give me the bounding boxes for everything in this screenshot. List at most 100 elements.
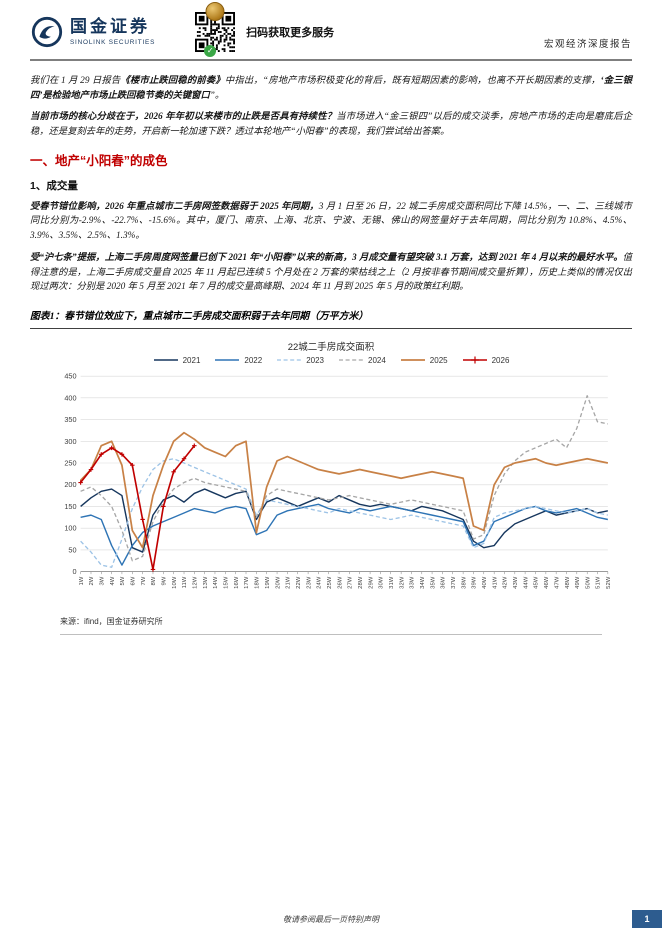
svg-text:52W: 52W [606, 576, 612, 589]
svg-text:7W: 7W [141, 576, 147, 585]
svg-text:16W: 16W [234, 576, 240, 589]
svg-text:38W: 38W [461, 576, 467, 589]
text-segment: 当前市场的核心分歧在于，2026 年年初以来楼市的止跌是否具有持续性？ [30, 112, 337, 123]
svg-text:49W: 49W [575, 576, 581, 589]
svg-text:34W: 34W [420, 576, 426, 589]
svg-text:150: 150 [64, 502, 76, 511]
svg-text:3W: 3W [100, 576, 106, 585]
svg-text:32W: 32W [399, 576, 405, 589]
paragraph: 受“沪七条”提振，上海二手房周度网签量已创下 2021 年“小阳春”以来的新高，… [30, 251, 632, 295]
legend-label: 2021 [182, 355, 201, 365]
svg-text:12W: 12W [193, 576, 199, 589]
figure-caption: 图表1：春节错位效应下，重点城市二手房成交面积弱于去年同期（万平方米） [30, 303, 632, 329]
sinolink-logo-icon [31, 16, 63, 48]
text-segment: ‘金三银四’是检验地产市场止跌回稳节奏的关键窗口 [30, 76, 633, 101]
qr-block: ✓ 扫码获取更多服务 [195, 2, 335, 57]
svg-text:40W: 40W [482, 576, 488, 589]
section-heading: 一、地产“小阳春”的成色 [30, 153, 168, 168]
svg-text:29W: 29W [368, 576, 374, 589]
subsection-heading: 1、成交量 [30, 179, 78, 192]
legend-item-2022: 2022 [214, 356, 262, 365]
svg-text:46W: 46W [544, 576, 550, 589]
page-number-badge: 1 [632, 910, 662, 928]
legend-swatch-2026 [462, 356, 487, 364]
page-header: 国金证券 SINOLINK SECURITIES ✓ 扫码获取更多服务 宏观经济… [30, 0, 632, 61]
svg-text:42W: 42W [503, 576, 509, 589]
svg-text:13W: 13W [203, 576, 209, 589]
svg-text:450: 450 [64, 371, 76, 380]
svg-text:39W: 39W [472, 576, 478, 589]
svg-text:50: 50 [68, 545, 76, 554]
legend-swatch-2021 [153, 359, 178, 362]
legend-item-2023: 2023 [276, 356, 324, 365]
svg-text:5W: 5W [120, 576, 126, 585]
legend-label: 2023 [306, 355, 324, 365]
svg-text:50W: 50W [585, 576, 591, 589]
legend-item-2021: 2021 [153, 355, 201, 365]
svg-text:250: 250 [64, 458, 76, 467]
svg-text:10W: 10W [172, 576, 178, 589]
svg-text:20W: 20W [275, 576, 281, 589]
svg-text:26W: 26W [337, 576, 343, 589]
text-segment: 值得注意的是，上海二手房成交量自 2025 年 11 月起已连续 5 个月处在 … [30, 252, 632, 293]
qr-code: ✓ [195, 2, 236, 57]
svg-text:9W: 9W [162, 576, 168, 585]
legend-item-2026: 2026 [462, 355, 510, 365]
footer-disclaimer: 敬请参阅最后一页特别声明 [283, 915, 379, 924]
svg-text:36W: 36W [441, 576, 447, 589]
text-segment: ”。 [209, 90, 225, 101]
legend-swatch-2024 [339, 359, 363, 362]
svg-text:200: 200 [64, 480, 76, 489]
brand-text: 国金证券 SINOLINK SECURITIES [70, 17, 156, 46]
paragraph: 当前市场的核心分歧在于，2026 年年初以来楼市的止跌是否具有持续性？当市场进入… [30, 110, 632, 139]
text-segment: 我们在 1 月 29 日报告 [30, 76, 121, 86]
svg-text:25W: 25W [327, 576, 333, 589]
brand-name-cn: 国金证券 [70, 17, 150, 37]
svg-text:17W: 17W [244, 576, 250, 589]
paragraph: 受春节错位影响，2026 年重点城市二手房网签数据弱于 2025 年同期，3 月… [30, 200, 632, 244]
svg-text:300: 300 [64, 437, 76, 446]
svg-text:45W: 45W [534, 576, 540, 589]
svg-text:23W: 23W [306, 576, 312, 589]
svg-text:51W: 51W [596, 576, 602, 589]
legend-label: 2022 [244, 355, 263, 365]
svg-text:350: 350 [64, 415, 76, 424]
brand: 国金证券 SINOLINK SECURITIES [30, 15, 155, 49]
svg-text:33W: 33W [410, 576, 416, 589]
brand-name-en: SINOLINK SECURITIES [70, 38, 156, 46]
svg-text:21W: 21W [286, 576, 292, 589]
legend-item-2024: 2024 [338, 356, 386, 365]
svg-text:11W: 11W [182, 576, 188, 588]
svg-text:14W: 14W [213, 576, 219, 589]
svg-text:41W: 41W [492, 576, 498, 589]
svg-text:43W: 43W [513, 576, 519, 589]
svg-text:8W: 8W [151, 576, 157, 585]
svg-text:28W: 28W [358, 576, 364, 589]
svg-text:15W: 15W [224, 576, 230, 589]
legend-swatch-2023 [277, 359, 302, 362]
text-segment: 中指出，“房地产市场积极变化的背后，既有短期因素的影响，也离不开长期因素的支撑， [224, 76, 601, 86]
figure-chart: 22城二手房成交面积 2021 2022 2023 2024 2025 2026 0 50 1… [46, 339, 616, 608]
legend-label: 2024 [368, 355, 386, 365]
svg-text:48W: 48W [565, 576, 571, 589]
qr-caption: 扫码获取更多服务 [246, 27, 335, 39]
verified-check-icon: ✓ [204, 45, 217, 57]
legend-label: 2026 [491, 355, 510, 365]
report-body: 我们在 1 月 29 日报告《楼市止跌回稳的前奏》中指出，“房地产市场积极变化的… [0, 61, 662, 636]
source-note: 来源：ifind，国金证券研究所 [60, 616, 602, 636]
svg-text:0: 0 [72, 567, 76, 576]
line-chart: 0 50 100 150 200 250 300 350 400 450 1W 2W 3W 4W 5W 6W 7… [64, 371, 612, 589]
legend-label: 2025 [429, 355, 448, 365]
svg-text:19W: 19W [265, 576, 271, 589]
legend-swatch-2022 [215, 359, 240, 362]
svg-text:400: 400 [64, 393, 76, 402]
svg-text:31W: 31W [389, 576, 395, 589]
legend-swatch-2025 [400, 359, 425, 362]
page-footer: 敬请参阅最后一页特别声明 1 [0, 910, 662, 928]
text-segment: 受“沪七条”提振，上海二手房周度网签量已创下 2021 年“小阳春”以来的新高，… [30, 252, 623, 263]
svg-text:37W: 37W [451, 576, 457, 589]
text-segment: 3 月 1 日至 26 日，22 城二手房成交面积同比下降 14.5%，一、二、… [30, 201, 632, 242]
svg-text:22W: 22W [296, 576, 302, 589]
text-segment: 当市场进入“金三银四”以后的成交淡季，房地产市场的走向是磨底后企稳，还是复刻去年… [30, 112, 633, 138]
